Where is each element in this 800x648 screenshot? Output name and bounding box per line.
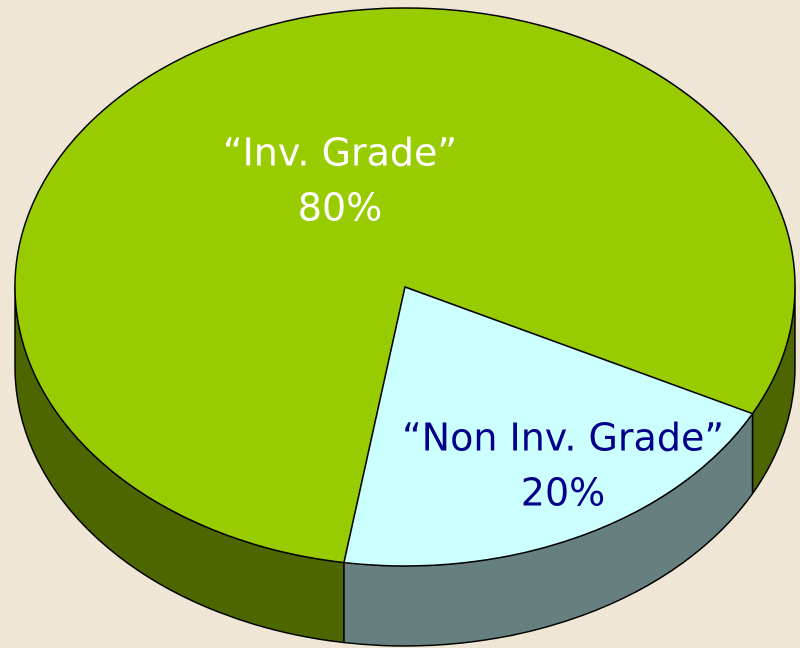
slice [14, 7, 796, 564]
slice-label: “Inv. Grade” [223, 131, 457, 175]
slice-value-label: 20% [521, 471, 605, 515]
slice-value-label: 80% [298, 186, 382, 230]
slice [343, 286, 754, 567]
slice-label: “Non Inv. Grade” [402, 416, 724, 460]
